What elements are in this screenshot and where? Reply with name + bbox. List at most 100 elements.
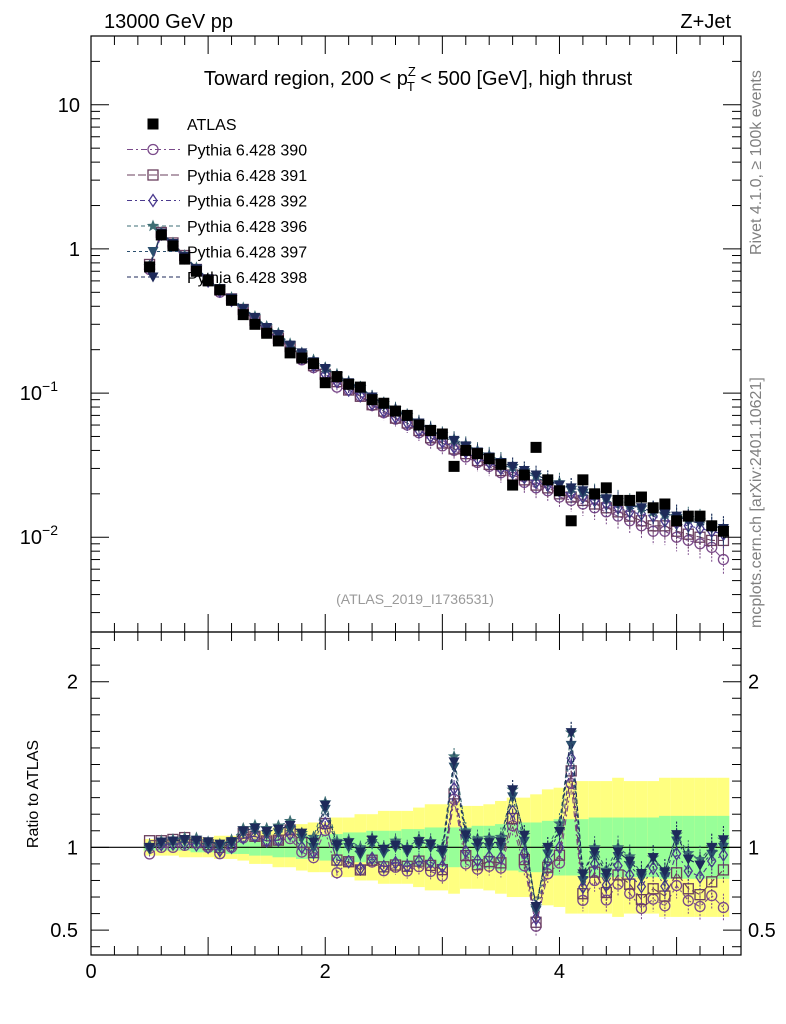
series-line-2: [149, 233, 724, 535]
ratio-point: [624, 867, 635, 883]
ratio-point: [624, 887, 636, 899]
atlas-point: [483, 453, 495, 465]
energy-label: 13000 GeV pp: [104, 11, 233, 33]
data-point: [379, 403, 389, 419]
ratio-point: [635, 868, 647, 879]
ratio-frame: [90, 631, 742, 956]
ratio-point: [495, 857, 507, 869]
ratio-point: [647, 853, 659, 864]
ratio-point: [507, 792, 519, 803]
ratio-point: [635, 893, 648, 906]
axes: 10 1 10−1 10−2 0.5 0.5 1 1 2 2 0 2 4: [20, 35, 776, 983]
ratio-point: [307, 830, 320, 843]
ratio-point: [402, 859, 412, 874]
data-point: [449, 440, 459, 455]
legend: ATLAS Pythia 6.428 390 Pythia 6.428 391 Pyt…: [127, 117, 307, 287]
atlas-point: [331, 371, 343, 383]
ratio-point: [436, 870, 449, 882]
ratio-point: [436, 846, 448, 857]
ratio-point: [460, 844, 471, 859]
atlas-point: [682, 510, 694, 522]
ratio-point: [682, 854, 694, 865]
x-tick-label: 4: [554, 961, 565, 983]
ratio-y-tick-label: 1: [67, 837, 78, 859]
atlas-point: [425, 424, 437, 436]
y-tick-label: 10−2: [20, 522, 58, 549]
ratio-point: [682, 846, 695, 859]
ratio-point: [366, 835, 378, 846]
ratio-point: [660, 879, 670, 894]
atlas-point: [471, 448, 483, 460]
series-line-0: [149, 234, 724, 560]
ratio-y-tick-label: 2: [67, 672, 78, 694]
atlas-point: [589, 488, 601, 500]
reference-label: (ATLAS_2019_I1736531): [336, 591, 494, 607]
atlas-point: [308, 358, 320, 370]
ratio-point: [250, 829, 260, 844]
ratio-point: [354, 847, 366, 858]
ratio-point: [647, 883, 659, 895]
legend-label: Pythia 6.428 396: [187, 219, 307, 236]
ratio-point: [413, 837, 425, 848]
atlas-point: [624, 494, 636, 506]
atlas-point: [413, 419, 425, 431]
atlas-point: [343, 378, 355, 390]
ratio-point: [379, 859, 389, 874]
data-point: [437, 434, 448, 449]
ratio-point: [553, 817, 566, 829]
atlas-point: [671, 515, 683, 527]
atlas-point: [635, 491, 647, 503]
ratio-point: [448, 757, 460, 768]
atlas-point: [460, 444, 472, 456]
ratio-point: [343, 838, 355, 849]
data-point: [507, 461, 519, 472]
ratio-point: [284, 821, 296, 832]
rivet-label: Rivet 4.1.0, ≥ 100k events: [748, 70, 765, 255]
atlas-point: [612, 494, 624, 506]
ratio-y-tick-label-right: 2: [748, 672, 759, 694]
legend-marker: [147, 118, 159, 130]
atlas-point: [366, 394, 378, 406]
ratio-point: [542, 849, 554, 860]
y-tick-label: 1: [69, 239, 80, 261]
atlas-point: [600, 482, 612, 494]
ratio-point: [671, 830, 683, 841]
ratio-point: [202, 837, 214, 848]
atlas-point: [717, 525, 729, 537]
atlas-point: [284, 347, 296, 359]
ratio-point: [331, 867, 343, 879]
ratio-point: [425, 855, 436, 870]
legend-marker: [148, 193, 158, 208]
data-point: [531, 475, 541, 490]
ratio-point: [319, 800, 331, 811]
y-tick-label: 10−1: [20, 378, 58, 405]
ratio-line-2: [149, 758, 724, 919]
legend-label: ATLAS: [187, 117, 237, 134]
atlas-point: [226, 294, 238, 306]
plot-title: Toward region, 200 < pZ T < 500 [GeV], hi…: [204, 64, 633, 94]
ratio-point: [682, 894, 694, 907]
atlas-point: [237, 309, 249, 321]
ratio-point: [565, 740, 577, 751]
ratio-point: [507, 804, 518, 819]
atlas-point: [202, 275, 214, 287]
atlas-point: [319, 377, 331, 389]
ratio-point: [437, 859, 448, 874]
ratio-point: [694, 900, 706, 913]
atlas-point: [659, 498, 671, 510]
ratio-point: [542, 842, 554, 853]
ratio-point: [367, 851, 377, 866]
data-point: [272, 329, 284, 340]
atlas-point: [155, 229, 167, 241]
atlas-point: [249, 318, 261, 330]
atlas-point: [647, 502, 659, 514]
data-point: [355, 388, 366, 403]
ratio-point: [332, 852, 342, 868]
ratio-point: [624, 878, 636, 890]
ratio-point: [565, 728, 577, 739]
data-point: [635, 503, 647, 514]
ratio-point: [636, 879, 647, 894]
atlas-point: [542, 474, 554, 486]
data-point: [530, 470, 542, 481]
data-point: [600, 494, 612, 505]
